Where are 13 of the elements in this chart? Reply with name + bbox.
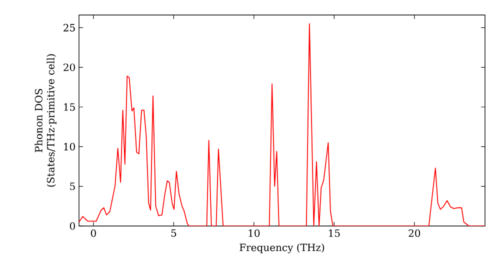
y-tick-label: 5 (70, 182, 75, 190)
y-tick-label: 15 (64, 103, 75, 111)
x-tick-label: 15 (329, 229, 340, 237)
x-tick-label: 10 (248, 229, 260, 237)
x-axis-title: Frequency (THz) (240, 243, 324, 254)
x-tick-label: 0 (90, 229, 96, 237)
x-tick-label: 20 (408, 229, 420, 237)
y-tick-label: 20 (64, 64, 75, 72)
y-axis-title: Phonon DOS (States/THz·primitive cell) (34, 54, 56, 187)
y-tick-label: 10 (64, 142, 75, 150)
y-tick-label: 25 (64, 24, 75, 32)
y-tick-label: 0 (70, 222, 75, 230)
x-tick-label: 5 (171, 229, 176, 237)
